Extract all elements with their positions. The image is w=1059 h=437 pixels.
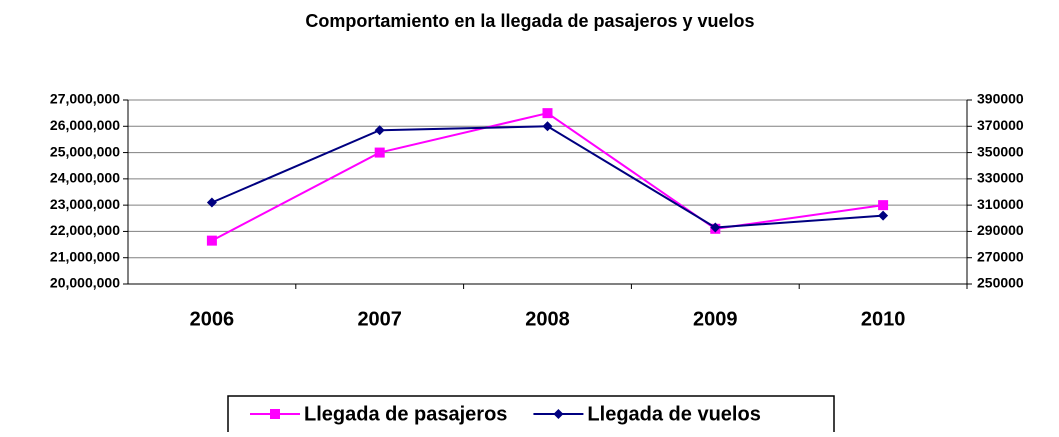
marker — [553, 409, 564, 419]
marker — [374, 147, 385, 158]
legend-box — [227, 395, 835, 437]
line — [211, 112, 884, 242]
y2-tick-label: 350000 — [977, 143, 1024, 159]
x-tick-label: 2007 — [357, 308, 402, 330]
y-tick-label: 27,000,000 — [50, 91, 120, 107]
y2-tick-label: 290000 — [977, 222, 1024, 238]
marker — [710, 222, 721, 233]
legend-label: Llegada de pasajeros — [304, 403, 507, 425]
x-tick-label: 2009 — [693, 308, 738, 330]
marker — [878, 200, 889, 211]
y2-tick-label: 390000 — [977, 91, 1024, 107]
marker — [542, 108, 553, 119]
chart-title: Comportamiento en la llegada de pasajero… — [305, 11, 754, 31]
y-tick-label: 20,000,000 — [50, 275, 120, 291]
x-tick-label: 2006 — [190, 308, 235, 330]
y2-tick-label: 270000 — [977, 248, 1024, 264]
line — [211, 125, 884, 229]
y2-tick-label: 250000 — [977, 275, 1024, 291]
y-tick-label: 23,000,000 — [50, 196, 120, 212]
x-tick-label: 2008 — [525, 308, 570, 330]
marker — [878, 210, 889, 221]
y-tick-label: 26,000,000 — [50, 117, 120, 133]
y-tick-label: 22,000,000 — [50, 222, 120, 238]
marker — [542, 121, 553, 132]
x-tick-label: 2010 — [861, 308, 906, 330]
marker — [270, 409, 280, 419]
legend-label: Llegada de vuelos — [587, 403, 760, 425]
marker — [206, 197, 217, 208]
marker — [206, 235, 217, 246]
y-tick-label: 25,000,000 — [50, 143, 120, 159]
y2-tick-label: 310000 — [977, 196, 1024, 212]
y-tick-label: 21,000,000 — [50, 248, 120, 264]
y2-tick-label: 370000 — [977, 117, 1024, 133]
y2-tick-label: 330000 — [977, 170, 1024, 186]
marker — [374, 125, 385, 136]
y-tick-label: 24,000,000 — [50, 170, 120, 186]
